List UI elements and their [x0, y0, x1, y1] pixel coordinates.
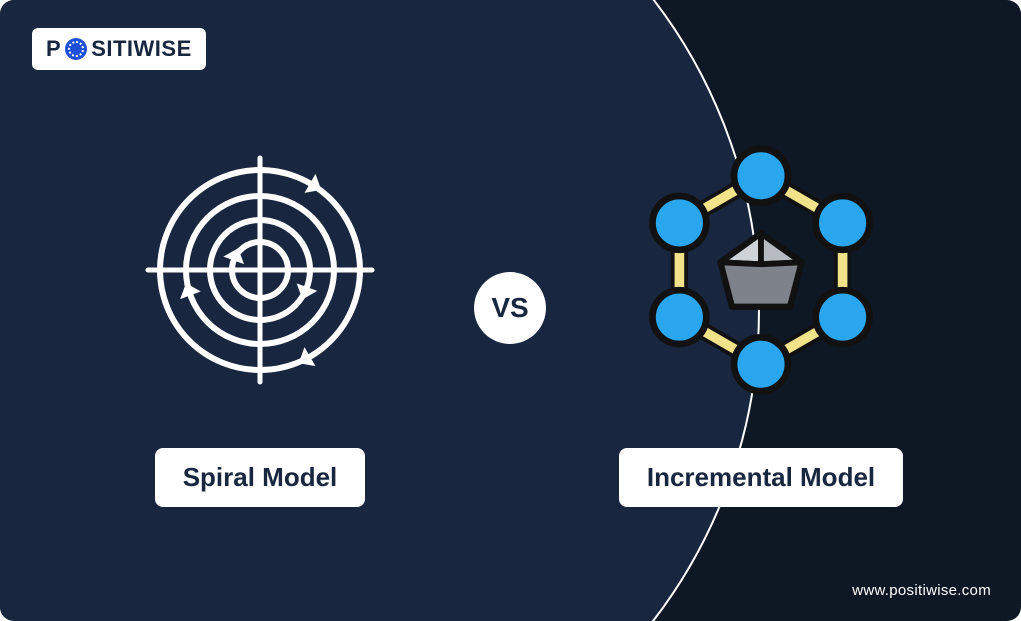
right-title-card: Incremental Model	[619, 448, 903, 507]
logo-prefix: P	[46, 36, 61, 62]
left-panel: Spiral Model	[60, 140, 460, 507]
vs-label: VS	[491, 292, 528, 324]
left-title: Spiral Model	[183, 462, 338, 492]
right-title: Incremental Model	[647, 462, 875, 492]
network-gem-icon	[631, 140, 891, 400]
comparison-infographic: P SITIWISE Spiral Model Incremental Mode…	[0, 0, 1021, 621]
logo-suffix: SITIWISE	[91, 36, 192, 62]
spiral-icon	[130, 140, 390, 400]
logo-o-icon	[65, 38, 87, 60]
footer-url: www.positiwise.com	[852, 582, 991, 599]
right-panel: Incremental Model	[561, 140, 961, 507]
left-title-card: Spiral Model	[155, 448, 366, 507]
brand-logo: P SITIWISE	[32, 28, 206, 70]
vs-badge: VS	[474, 272, 546, 344]
